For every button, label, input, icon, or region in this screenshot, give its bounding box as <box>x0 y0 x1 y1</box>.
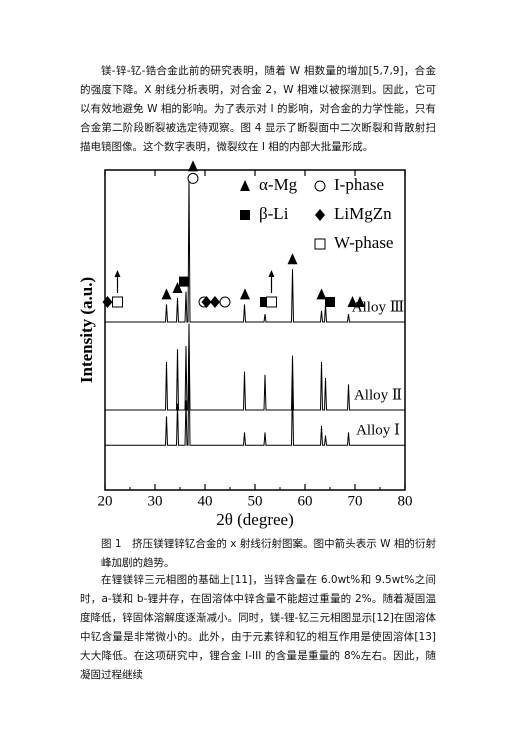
legend-label: α-Mg <box>259 175 298 194</box>
legend-label: W-phase <box>334 233 393 252</box>
phase-marker <box>287 253 298 265</box>
legend-label: I-phase <box>334 175 384 194</box>
phase-marker <box>187 172 199 184</box>
x-tick-label: 60 <box>298 493 313 509</box>
arrow-head <box>268 270 275 277</box>
phase-marker <box>112 296 123 308</box>
phase-marker <box>210 296 220 308</box>
phase-marker <box>172 282 183 293</box>
legend-label: LiMgZn <box>334 204 392 223</box>
phase-marker <box>240 288 250 300</box>
x-tick-label: 30 <box>148 493 163 509</box>
legend-symbol <box>314 238 326 250</box>
phase-marker <box>188 160 198 172</box>
x-tick-label: 20 <box>98 493 113 509</box>
legend-symbol <box>240 180 250 191</box>
x-tick-label: 70 <box>348 493 363 509</box>
legend-symbol <box>315 209 325 221</box>
phase-marker <box>201 296 212 308</box>
phase-marker <box>161 288 172 300</box>
xrd-pattern <box>105 323 405 411</box>
phase-marker <box>347 296 358 307</box>
x-tick-label: 50 <box>248 493 263 509</box>
phase-marker <box>325 297 335 307</box>
series-label: Alloy Ⅱ <box>354 387 402 403</box>
series-label: Alloy Ⅲ <box>352 299 404 315</box>
xrd-pattern <box>105 345 405 446</box>
paragraph: 镁-锌-钇-锆合金此前的研究表明，随着 W 相数量的增加[5,7,9]，合金的强… <box>80 65 436 153</box>
phase-marker <box>260 297 270 307</box>
x-tick-label: 80 <box>398 493 413 509</box>
x-tick-label: 40 <box>198 493 213 509</box>
phase-marker <box>266 296 277 308</box>
figure-caption: 图 1 挤压镁锂锌钇合金的 x 射线衍射图案。图中箭头表示 W 相的衍射峰加剧的… <box>101 538 436 569</box>
xrd-pattern <box>105 176 405 323</box>
phase-marker <box>179 276 189 287</box>
paragraph: 在锂镁锌三元相图的基础上[11]，当锌含量在 6.0wt%和 9.5wt%之间时… <box>80 574 436 681</box>
phase-marker <box>102 296 113 308</box>
legend-label: β-Li <box>259 204 289 223</box>
phase-marker <box>316 288 327 300</box>
arrow-head <box>114 270 121 277</box>
legend-symbol <box>240 210 250 220</box>
y-axis-label: Intensity (a.u.) <box>77 277 96 383</box>
legend-symbol <box>314 180 326 192</box>
phase-marker <box>355 296 365 307</box>
x-axis-label: 2θ (degree) <box>216 510 294 529</box>
series-label: Alloy Ⅰ <box>356 423 400 439</box>
phase-marker <box>219 296 231 308</box>
